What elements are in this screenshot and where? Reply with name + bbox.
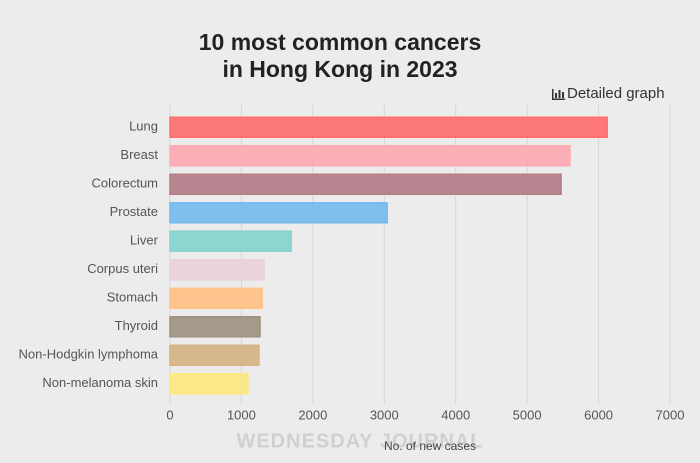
bar (169, 202, 388, 224)
x-tick-label: 7000 (656, 407, 685, 422)
y-tick-label: Liver (130, 233, 159, 248)
detailed-graph-link[interactable]: Detailed graph (552, 85, 665, 102)
y-tick-label: Corpus uteri (87, 261, 158, 276)
y-tick-label: Lung (129, 119, 158, 134)
chart-title: in Hong Kong in 2023 (222, 56, 457, 82)
x-tick-label: 6000 (584, 407, 613, 422)
watermark: WEDNESDAY JOURNAL (236, 430, 483, 452)
x-tick-label: 3000 (370, 407, 399, 422)
bar (169, 173, 562, 195)
bar (169, 259, 265, 281)
y-tick-label: Colorectum (92, 176, 158, 191)
y-tick-label: Non-melanoma skin (42, 375, 158, 390)
x-axis-title: No. of new cases (384, 439, 476, 453)
x-tick-label: 2000 (298, 407, 327, 422)
x-tick-label: 0 (166, 407, 173, 422)
x-tick-label: 1000 (227, 407, 256, 422)
y-tick-label: Non-Hodgkin lymphoma (19, 347, 159, 362)
bar (169, 145, 571, 167)
y-tick-label: Prostate (110, 204, 158, 219)
x-tick-label: 4000 (441, 407, 470, 422)
y-tick-label: Stomach (107, 290, 158, 305)
chart-title: 10 most common cancers (199, 29, 482, 55)
bar (169, 316, 261, 338)
x-tick-label: 5000 (513, 407, 542, 422)
bar (169, 344, 260, 366)
y-tick-label: Breast (120, 147, 158, 162)
bar (169, 116, 608, 138)
link-text[interactable]: Detailed graph (567, 85, 665, 102)
bar (169, 373, 249, 395)
bar (169, 230, 292, 252)
graph-icon (552, 89, 565, 100)
bar (169, 287, 263, 309)
y-tick-label: Thyroid (115, 318, 158, 333)
